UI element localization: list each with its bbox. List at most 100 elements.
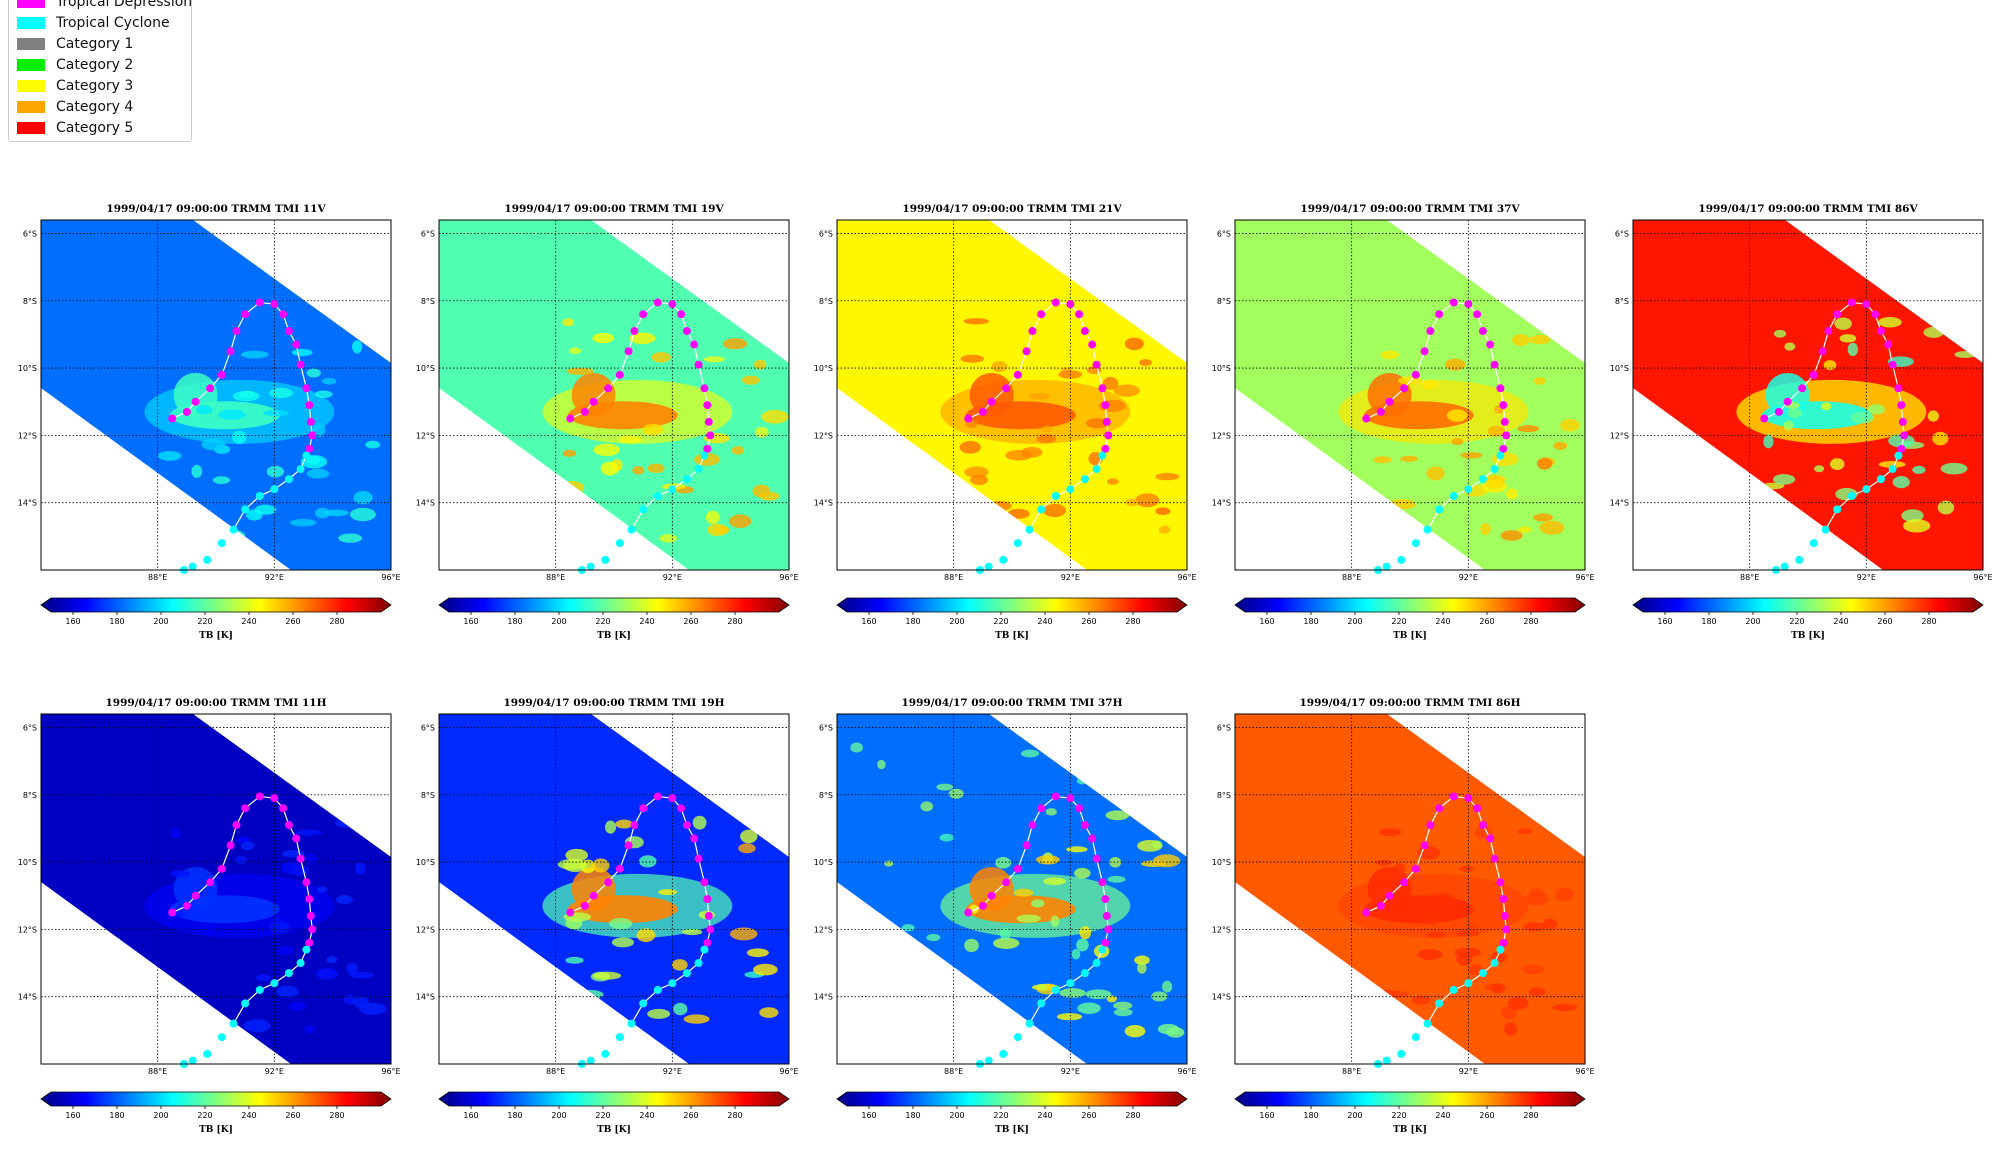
track-point-depression xyxy=(305,401,314,410)
convective-cell xyxy=(326,956,338,964)
track-point-depression xyxy=(1502,431,1511,440)
convective-cell xyxy=(1155,507,1171,516)
convective-cell xyxy=(1560,418,1580,432)
track-point-cyclone xyxy=(1888,465,1897,474)
track-point-depression xyxy=(241,310,250,319)
track-point-cyclone xyxy=(1464,485,1473,494)
track-point-cyclone xyxy=(639,505,648,514)
convective-cell xyxy=(1867,404,1885,415)
lat-tick-label: 6°S xyxy=(1217,229,1231,238)
map-frame xyxy=(836,219,1188,571)
track-point-depression xyxy=(1499,938,1508,947)
track-point-depression xyxy=(255,298,264,307)
legend-label: Category 2 xyxy=(56,57,134,73)
track-point-depression xyxy=(1774,407,1783,416)
lat-tick-label: 6°S xyxy=(819,723,833,732)
track-point-cyclone xyxy=(217,539,226,548)
lat-tick-label: 6°S xyxy=(421,723,435,732)
convective-cell xyxy=(1107,875,1126,883)
track-point-depression xyxy=(305,444,314,453)
lat-tick-label: 6°S xyxy=(1615,229,1629,238)
convective-cell xyxy=(1467,923,1479,933)
convective-cell xyxy=(1784,342,1796,351)
track-point-depression xyxy=(206,878,215,887)
convective-cell xyxy=(294,829,322,836)
convective-cell xyxy=(926,933,941,942)
track-point-depression xyxy=(703,401,712,410)
legend-label: Category 5 xyxy=(56,120,134,136)
track-point-depression xyxy=(1426,821,1435,830)
colorbar-tick-label: 220 xyxy=(1391,1111,1406,1120)
colorbar-tick-label: 240 xyxy=(1833,617,1848,626)
track-point-depression xyxy=(1022,347,1031,356)
storm-core-west xyxy=(1367,867,1412,911)
convective-cell xyxy=(1085,989,1112,1000)
track-point-cyclone xyxy=(1013,539,1022,548)
convective-cell xyxy=(1149,817,1169,824)
track-point-depression xyxy=(1400,384,1409,393)
colorbar-tick-label: 280 xyxy=(1125,1111,1140,1120)
track-point-depression xyxy=(302,384,311,393)
lon-tick-label: 88°E xyxy=(1342,1067,1361,1076)
convective-cell xyxy=(1460,452,1483,459)
track-point-depression xyxy=(270,794,279,803)
convective-cell xyxy=(314,390,333,399)
convective-cell xyxy=(323,509,349,517)
colorbar-tick-label: 280 xyxy=(727,1111,742,1120)
track-point-depression xyxy=(668,794,677,803)
track-point-depression xyxy=(978,901,987,910)
colorbar-label: TB [K] xyxy=(597,631,631,641)
track-point-depression xyxy=(694,854,703,863)
map-panel: 1999/04/17 09:00:00 TRMM TMI 86H 88°E 92°E… xyxy=(1212,697,1595,1135)
track-point-depression xyxy=(1002,384,1011,393)
convective-cell xyxy=(754,426,769,438)
track-point-cyclone xyxy=(1397,1049,1406,1058)
convective-cell xyxy=(948,788,964,799)
track-point-depression xyxy=(217,370,226,379)
lat-tick-label: 12°S xyxy=(416,925,435,934)
colorbar-tick-label: 240 xyxy=(1435,1111,1450,1120)
track-point-depression xyxy=(1435,804,1444,813)
track-point-cyclone xyxy=(601,555,610,564)
storm-core-west xyxy=(969,867,1014,911)
convective-cell xyxy=(592,332,614,344)
track-point-depression xyxy=(615,370,624,379)
track-point-cyclone xyxy=(1411,539,1420,548)
colorbar-tick-label: 180 xyxy=(507,1111,522,1120)
convective-cell xyxy=(352,340,363,354)
track-point-depression xyxy=(1478,327,1487,336)
colorbar-tick-label: 160 xyxy=(65,1111,80,1120)
convective-cell xyxy=(1007,508,1030,519)
lon-tick-label: 96°E xyxy=(1973,573,1992,582)
track-point-cyclone xyxy=(694,465,703,474)
track-point-depression xyxy=(1473,804,1482,813)
colorbar-tick-label: 260 xyxy=(683,1111,698,1120)
colorbar-tick-label: 280 xyxy=(1523,1111,1538,1120)
colorbar-label: TB [K] xyxy=(1393,631,1427,641)
track-point-depression xyxy=(1818,347,1827,356)
track-point-cyclone xyxy=(229,1019,238,1028)
track-point-cyclone xyxy=(1833,505,1842,514)
track-point-cyclone xyxy=(1464,979,1473,988)
colorbar xyxy=(1234,597,1586,613)
colorbar-tick-label: 160 xyxy=(1259,1111,1274,1120)
lat-tick-label: 14°S xyxy=(416,993,435,1002)
colorbar xyxy=(438,597,790,613)
colorbar-tick-label: 220 xyxy=(595,617,610,626)
legend-swatch xyxy=(17,38,45,50)
track-point-depression xyxy=(1500,417,1509,426)
convective-cell xyxy=(1533,377,1546,385)
convective-cell xyxy=(964,466,989,478)
lon-tick-label: 96°E xyxy=(1575,1067,1594,1076)
panel-title: 1999/04/17 09:00:00 TRMM TMI 19H xyxy=(504,697,725,709)
convective-cell xyxy=(1392,863,1406,876)
lon-tick-label: 88°E xyxy=(944,1067,963,1076)
lat-tick-label: 8°S xyxy=(421,297,435,306)
convective-cell xyxy=(304,1025,315,1034)
track-point-cyclone xyxy=(1809,539,1818,548)
track-point-cyclone xyxy=(217,1033,226,1042)
swath-layer xyxy=(41,220,391,570)
track-point-depression xyxy=(706,925,715,934)
track-point-cyclone xyxy=(1862,485,1871,494)
convective-cell xyxy=(658,889,677,896)
